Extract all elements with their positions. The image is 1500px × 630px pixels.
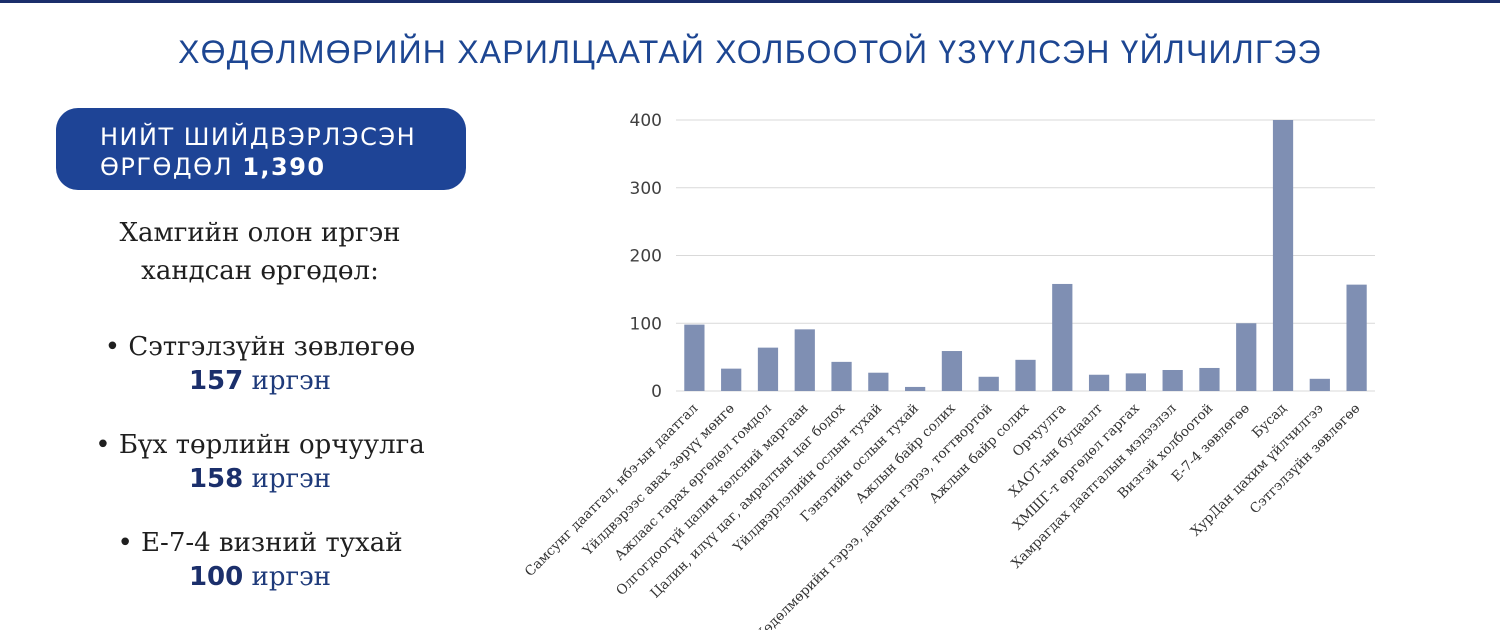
bar bbox=[868, 372, 889, 391]
bar bbox=[721, 368, 742, 391]
bar bbox=[1346, 284, 1367, 391]
y-tick-label: 100 bbox=[630, 314, 662, 334]
top-accent-line bbox=[0, 0, 1500, 3]
top-requests-heading-line2: хандсан өргөдөл: bbox=[141, 256, 379, 286]
bar bbox=[1015, 359, 1036, 391]
bar bbox=[684, 324, 705, 391]
total-label-word: ӨРГӨДӨЛ bbox=[100, 153, 234, 181]
total-label-line2: ӨРГӨДӨЛ 1,390 bbox=[100, 152, 466, 182]
list-item-value: 100 иргэн bbox=[30, 560, 490, 594]
list-item-unit: иргэн bbox=[251, 464, 332, 494]
list-item-unit: иргэн bbox=[251, 562, 332, 592]
bar bbox=[978, 376, 999, 391]
bar bbox=[1088, 374, 1110, 391]
bar bbox=[1162, 369, 1183, 391]
bar bbox=[757, 347, 779, 391]
y-tick-label: 200 bbox=[630, 247, 662, 267]
y-tick-label: 400 bbox=[630, 111, 662, 131]
total-value: 1,390 bbox=[242, 153, 326, 181]
top-requests-panel: Хамгийн олон иргэн хандсан өргөдөл: • Сэ… bbox=[30, 214, 490, 624]
bar bbox=[1236, 323, 1257, 391]
top-requests-heading-line1: Хамгийн олон иргэн bbox=[119, 218, 401, 248]
list-item-count: 100 bbox=[188, 562, 244, 592]
list-item: • Е-7-4 визний тухай 100 иргэн bbox=[30, 526, 490, 594]
page-title: ХӨДӨЛМӨРИЙН ХАРИЛЦААТАЙ ХОЛБООТОЙ ҮЗҮҮЛС… bbox=[178, 34, 1322, 70]
list-item: • Сэтгэлзүйн зөвлөгөө 157 иргэн bbox=[30, 330, 490, 398]
list-item-label: • Е-7-4 визний тухай bbox=[117, 528, 403, 558]
list-item-value: 158 иргэн bbox=[30, 462, 490, 496]
list-item-value: 157 иргэн bbox=[30, 364, 490, 398]
list-item-label: • Бүх төрлийн орчуулга bbox=[95, 430, 425, 460]
list-item-unit: иргэн bbox=[251, 366, 332, 396]
x-tick-label: Хөдөлмөрийн гэрээ, давтан гэрээ, тогтвор… bbox=[753, 401, 996, 630]
bar bbox=[905, 386, 926, 391]
bar bbox=[831, 361, 852, 391]
y-tick-label: 300 bbox=[630, 179, 662, 199]
bar bbox=[941, 351, 963, 391]
list-item: • Бүх төрлийн орчуулга 158 иргэн bbox=[30, 428, 490, 496]
y-tick-label: 0 bbox=[651, 382, 662, 402]
top-requests-list: • Сэтгэлзүйн зөвлөгөө 157 иргэн • Бүх тө… bbox=[30, 330, 490, 594]
bar bbox=[1272, 120, 1294, 391]
bar bbox=[1052, 283, 1073, 391]
bar bbox=[1199, 367, 1220, 391]
list-item-label: • Сэтгэлзүйн зөвлөгөө bbox=[104, 332, 416, 362]
bar bbox=[1125, 373, 1146, 391]
bar bbox=[1309, 378, 1330, 391]
top-requests-heading: Хамгийн олон иргэн хандсан өргөдөл: bbox=[30, 214, 490, 290]
list-item-count: 158 bbox=[188, 464, 244, 494]
list-item-count: 157 bbox=[188, 366, 244, 396]
total-resolved-badge: НИЙТ ШИЙДВЭРЛЭСЭН ӨРГӨДӨЛ 1,390 bbox=[56, 108, 466, 190]
total-label-line1: НИЙТ ШИЙДВЭРЛЭСЭН bbox=[100, 123, 417, 151]
bar bbox=[794, 329, 815, 391]
